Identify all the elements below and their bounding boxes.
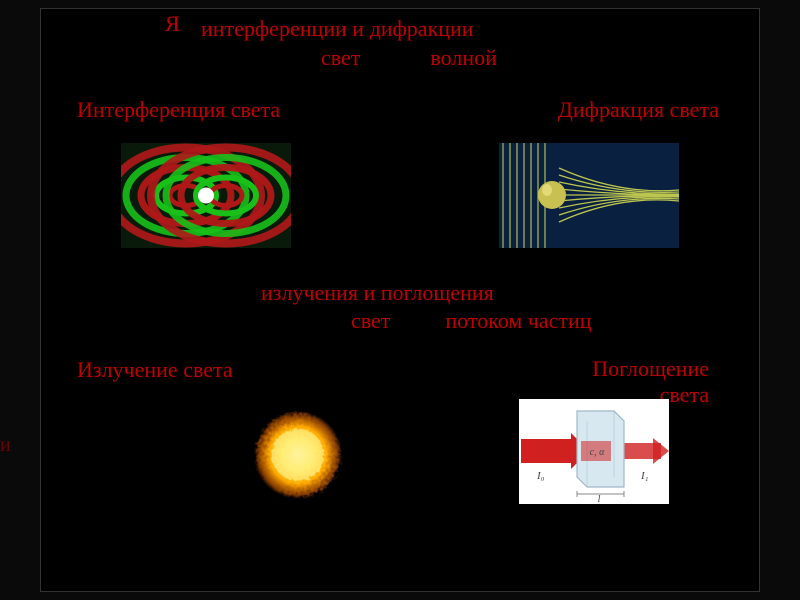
mid-line-2: свет потоком частиц xyxy=(351,307,729,336)
absorption-image: c, α I₀ I₁ l xyxy=(519,399,669,509)
intro-1-phrase: интерференции и дифракции xyxy=(201,16,474,41)
row1-images xyxy=(71,143,729,253)
interference-title: Интерференция света xyxy=(77,96,280,125)
interference-svg xyxy=(121,143,291,248)
slide-container: Я интерференции и дифракции свет волной И… xyxy=(40,8,760,592)
intro-2-word1: свет xyxy=(321,45,360,70)
diffraction-svg xyxy=(499,143,679,248)
diffraction-image xyxy=(499,143,679,253)
emission-svg xyxy=(241,399,356,504)
text-fragment-top: Я xyxy=(165,11,180,37)
absorption-I1: I₁ xyxy=(640,470,649,482)
interference-image xyxy=(121,143,291,253)
diffraction-title: Дифракция света xyxy=(558,96,719,125)
row1-titles: Интерференция света Дифракция света xyxy=(71,96,729,125)
emission-image xyxy=(241,399,356,509)
absorption-title-1: Поглощение xyxy=(592,356,709,381)
side-fragment-text: и xyxy=(0,434,11,457)
absorption-c-alpha: c, α xyxy=(590,447,605,458)
absorption-svg: c, α I₀ I₁ l xyxy=(519,399,669,504)
mid-line-1: излучения и поглощения xyxy=(261,279,729,308)
mid-2-word1: свет xyxy=(351,308,390,333)
intro-text-1: интерференции и дифракции xyxy=(161,15,729,44)
absorption-I0: I₀ xyxy=(536,470,545,482)
mid-2-word2: потоком частиц xyxy=(445,308,591,333)
absorption-l: l xyxy=(598,494,601,504)
intro-2-word2: волной xyxy=(430,45,496,70)
mid-text-block: излучения и поглощения свет потоком части… xyxy=(131,279,729,336)
emission-title: Излучение света xyxy=(77,356,233,409)
row2-images: c, α I₀ I₁ l xyxy=(71,399,729,509)
intro-text-2: свет волной xyxy=(321,44,729,73)
